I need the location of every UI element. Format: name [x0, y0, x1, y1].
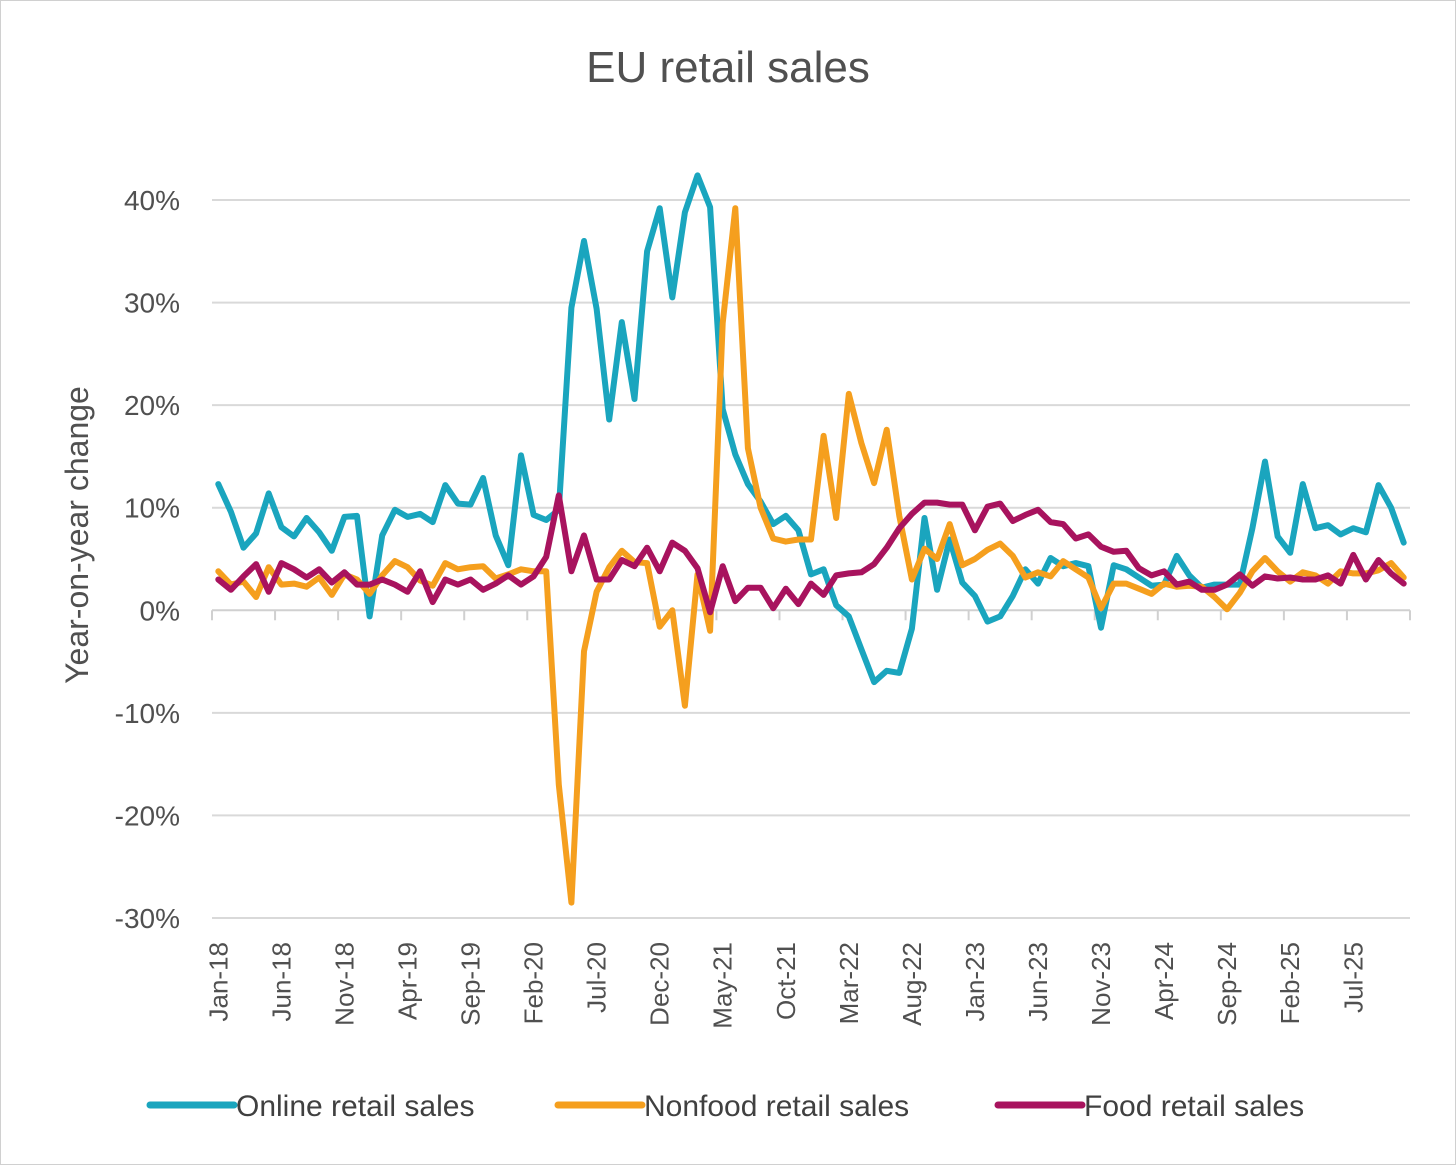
- x-tick-label: Jun-18: [266, 942, 296, 1022]
- y-tick-label: 10%: [124, 493, 180, 524]
- y-axis-label: Year-on-year change: [59, 386, 95, 684]
- y-tick-label: 0%: [140, 595, 180, 626]
- x-tick-label: Aug-22: [897, 942, 927, 1026]
- series-lines: [215, 172, 1407, 906]
- y-tick-label: 40%: [124, 185, 180, 216]
- series-line-nonfood-retail-sales: [215, 205, 1407, 906]
- gridlines: [211, 199, 1411, 919]
- x-tick-label: Nov-18: [329, 942, 359, 1026]
- x-tick-label: Nov-23: [1086, 942, 1116, 1026]
- x-tick-label: May-21: [708, 942, 738, 1029]
- series-line-food-retail-sales: [215, 492, 1407, 616]
- y-tick-label: -10%: [115, 698, 180, 729]
- x-axis-ticks: Jan-18 Jun-18 Nov-18 Apr-19 Sep-19 Feb-20 Jul-…: [203, 942, 1368, 1029]
- x-tick-label: Apr-19: [392, 942, 422, 1020]
- x-tick-label: Feb-25: [1275, 942, 1305, 1024]
- x-tick-label: Oct-21: [771, 942, 801, 1020]
- y-tick-label: -20%: [115, 800, 180, 831]
- x-tick-label: Mar-22: [834, 942, 864, 1024]
- chart-title: EU retail sales: [586, 43, 870, 92]
- y-tick-label: -30%: [115, 903, 180, 934]
- legend-label: Online retail sales: [236, 1090, 474, 1123]
- legend: Online retail sales Nonfood retail sales F…: [146, 1090, 1304, 1123]
- y-tick-label: 30%: [124, 288, 180, 319]
- x-tick-label: Apr-24: [1149, 942, 1179, 1020]
- x-tick-label: Jul-25: [1338, 942, 1368, 1013]
- x-tick-label: Jan-18: [203, 942, 233, 1022]
- x-tick-label: Jul-20: [582, 942, 612, 1013]
- x-tick-label: Jun-23: [1023, 942, 1053, 1022]
- x-tick-label: Sep-24: [1212, 942, 1242, 1026]
- legend-label: Nonfood retail sales: [644, 1090, 909, 1123]
- x-tick-label: Feb-20: [519, 942, 549, 1024]
- x-tick-label: Dec-20: [645, 942, 675, 1026]
- legend-label: Food retail sales: [1084, 1090, 1304, 1123]
- y-axis-ticks: 40% 30% 20% 10% 0% -10% -20% -30%: [115, 185, 180, 934]
- x-tick-label: Sep-19: [456, 942, 486, 1026]
- y-tick-label: 20%: [124, 390, 180, 421]
- x-tick-label: Jan-23: [960, 942, 990, 1022]
